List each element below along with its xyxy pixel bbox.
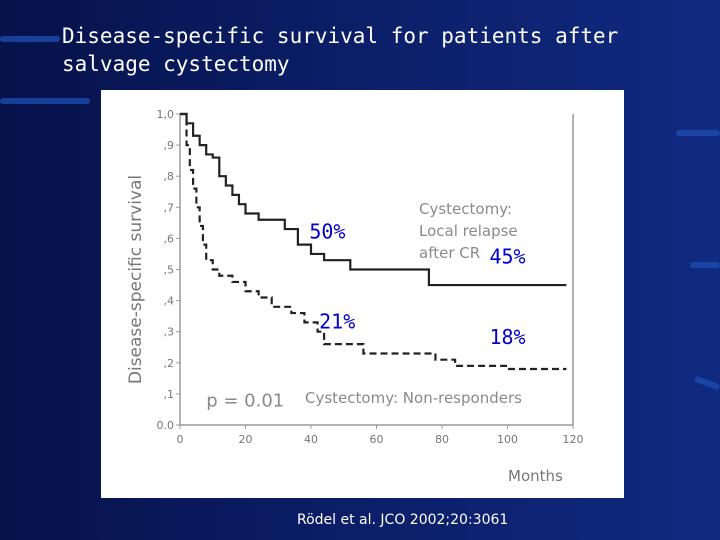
slide-title: Disease-specific survival for patients a… [62,24,619,76]
survival-percent-annotation: 21% [319,310,355,334]
series-label-local-relapse: after CR [419,244,480,262]
y-tick-label: 0.0 [157,419,175,432]
decorative-bar [690,262,720,268]
y-axis-label: Disease-specific survival [126,175,146,384]
survival-percent-annotation: 50% [309,219,345,243]
y-tick-label: ,5 [164,264,175,277]
y-tick-label: ,7 [164,201,175,214]
decorative-bar [693,375,720,391]
x-tick-label: 40 [304,433,318,446]
series-label-local-relapse: Local relapse [419,222,518,240]
decorative-bar [0,36,60,42]
survival-curve-dashed [180,112,567,371]
x-tick-label: 0 [177,433,184,446]
x-axis-label: Months [508,467,563,485]
chart-figure: 0.0 ,1 ,2 ,3 ,4 ,5 ,6 ,7 ,8 ,9 1,0 0 20 40 60 80 100 120 M… [101,90,624,498]
x-tick-label: 60 [370,433,384,446]
citation: Rödel et al. JCO 2002;20:3061 [297,512,509,528]
survival-chart: 0.0 ,1 ,2 ,3 ,4 ,5 ,6 ,7 ,8 ,9 1,0 0 20 40 60 80 100 120 M… [126,108,584,485]
x-tick-label: 20 [239,433,253,446]
y-tick-label: 1,0 [157,108,175,121]
survival-percent-annotation: 18% [489,325,525,349]
y-tick-label: ,9 [164,139,175,152]
survival-percent-annotation: 45% [489,244,525,268]
y-tick-label: ,1 [164,388,175,401]
survival-curve-solid [180,112,567,287]
x-tick-label: 120 [563,433,584,446]
series-label-non-responders: Cystectomy: Non-responders [305,389,522,407]
y-tick-label: ,3 [164,326,175,339]
y-tick-label: ,6 [164,232,175,245]
y-tick-label: ,4 [164,295,175,308]
y-tick-label: ,8 [164,170,175,183]
y-tick-label: ,2 [164,357,175,370]
decorative-bar [0,98,90,104]
p-value-annotation: p = 0.01 [206,390,284,411]
series-label-local-relapse: Cystectomy: [419,200,512,218]
decorative-bar [676,130,720,136]
x-tick-label: 80 [435,433,449,446]
x-tick-label: 100 [497,433,518,446]
